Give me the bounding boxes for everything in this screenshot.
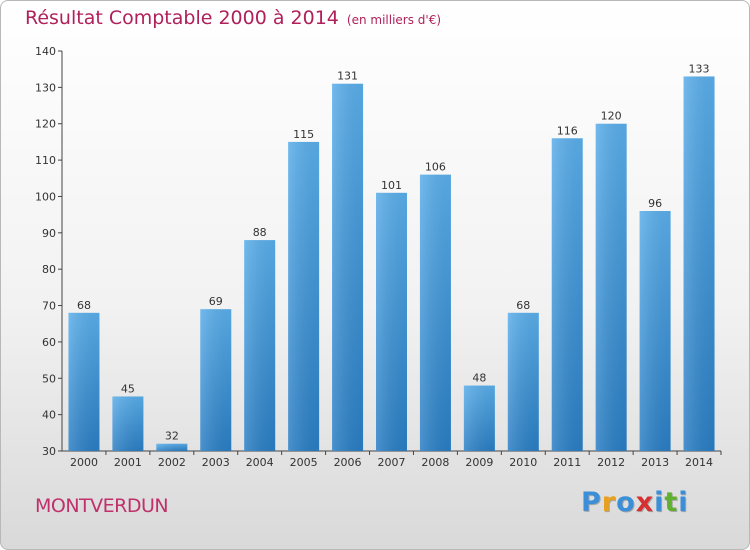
bar-shade — [507, 312, 539, 451]
x-tick-label: 2004 — [246, 456, 274, 469]
bar-shade — [156, 443, 188, 451]
x-tick-label: 2009 — [465, 456, 493, 469]
x-tick-label: 2010 — [509, 456, 537, 469]
y-tick-label: 90 — [42, 227, 56, 240]
bar-shade — [551, 138, 583, 452]
x-tick-label: 2011 — [553, 456, 581, 469]
x-tick-label: 2008 — [421, 456, 449, 469]
bar-shade — [112, 396, 144, 451]
bar-value-label: 88 — [253, 226, 267, 239]
y-tick-label: 110 — [35, 154, 56, 167]
y-tick-label: 70 — [42, 300, 56, 313]
bar-shade — [639, 211, 671, 451]
bar-shade — [244, 240, 276, 451]
x-tick-label: 2006 — [334, 456, 362, 469]
y-tick-label: 120 — [35, 118, 56, 131]
bar-shade — [332, 83, 364, 452]
commune-name: MONTVERDUN — [35, 495, 169, 517]
bar-shade — [200, 309, 232, 451]
logo-letter: i — [654, 487, 665, 518]
bar-value-label: 106 — [425, 161, 446, 174]
y-tick-label: 100 — [35, 190, 56, 203]
y-tick-label: 40 — [42, 409, 56, 422]
bar-shade — [683, 76, 715, 452]
y-tick-label: 130 — [35, 81, 56, 94]
y-tick-label: 30 — [42, 445, 56, 458]
bars — [68, 76, 715, 452]
bar-value-label: 32 — [165, 430, 179, 443]
value-labels: 68 45 32 69 88 115 131 101 106 48 68 116 120 96 133 — [77, 62, 710, 442]
bar-value-label: 120 — [601, 110, 622, 123]
x-tick-label: 2000 — [70, 456, 98, 469]
bar-value-label: 115 — [293, 128, 314, 141]
bar-value-label: 68 — [77, 299, 91, 312]
x-tick-label: 2013 — [641, 456, 669, 469]
bar-value-label: 101 — [381, 179, 402, 192]
proxiti-logo: Proxiti — [581, 487, 689, 518]
x-tick-label: 2001 — [114, 456, 142, 469]
y-tick-label: 140 — [35, 45, 56, 58]
y-tick-label: 60 — [42, 336, 56, 349]
chart-title: Résultat Comptable 2000 à 2014 (en millie… — [25, 7, 441, 29]
chart-subtitle: (en milliers d'€) — [346, 13, 442, 27]
bar-value-label: 96 — [648, 197, 662, 210]
bar-value-label: 116 — [557, 124, 578, 137]
y-tick-label: 50 — [42, 372, 56, 385]
x-tick-label: 2003 — [202, 456, 230, 469]
y-tick-label: 80 — [42, 263, 56, 276]
logo-letter: i — [678, 487, 689, 518]
logo-letter: t — [664, 487, 679, 518]
x-tick-label: 2014 — [685, 456, 713, 469]
bar-value-label: 133 — [689, 62, 710, 75]
bar-value-label: 68 — [516, 299, 530, 312]
bar-shade — [68, 312, 100, 451]
logo-letter: r — [601, 487, 617, 518]
bar-shade — [595, 123, 627, 452]
logo-letter: x — [635, 487, 655, 518]
bar-value-label: 69 — [209, 295, 223, 308]
chart-title-text: Résultat Comptable 2000 à 2014 — [25, 7, 339, 29]
bar-value-label: 45 — [121, 382, 135, 395]
logo-letter: P — [581, 487, 602, 518]
logo-letter: o — [616, 487, 636, 518]
bar-shade — [288, 141, 320, 451]
x-tick-label: 2007 — [378, 456, 406, 469]
bar-shade — [463, 385, 495, 451]
bar-value-label: 48 — [472, 372, 486, 385]
bar-shade — [419, 174, 451, 452]
x-tick-label: 2002 — [158, 456, 186, 469]
bar-value-label: 131 — [337, 70, 358, 83]
x-tick-label: 2005 — [290, 456, 318, 469]
x-tick-label: 2012 — [597, 456, 625, 469]
bar-shade — [376, 192, 407, 451]
